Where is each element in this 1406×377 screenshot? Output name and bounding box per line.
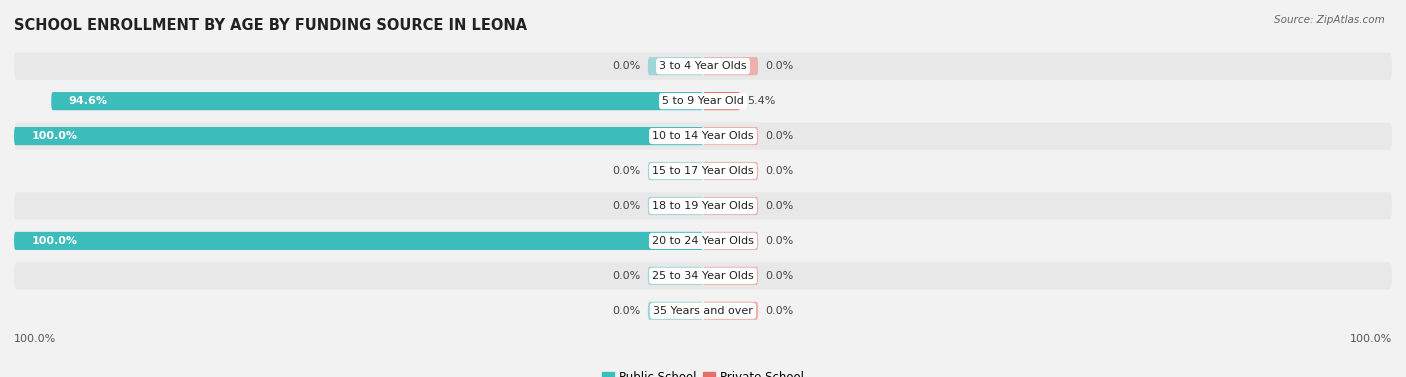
Text: 0.0%: 0.0% xyxy=(765,271,793,281)
Text: 100.0%: 100.0% xyxy=(31,131,77,141)
FancyBboxPatch shape xyxy=(648,267,703,285)
Text: 0.0%: 0.0% xyxy=(613,201,641,211)
Text: 0.0%: 0.0% xyxy=(613,271,641,281)
Text: 20 to 24 Year Olds: 20 to 24 Year Olds xyxy=(652,236,754,246)
Text: 0.0%: 0.0% xyxy=(613,166,641,176)
Text: 0.0%: 0.0% xyxy=(765,131,793,141)
FancyBboxPatch shape xyxy=(703,92,740,110)
FancyBboxPatch shape xyxy=(703,57,758,75)
FancyBboxPatch shape xyxy=(14,87,1392,115)
Text: 0.0%: 0.0% xyxy=(765,166,793,176)
Text: 15 to 17 Year Olds: 15 to 17 Year Olds xyxy=(652,166,754,176)
Text: 0.0%: 0.0% xyxy=(613,61,641,71)
FancyBboxPatch shape xyxy=(14,127,703,145)
FancyBboxPatch shape xyxy=(648,57,703,75)
FancyBboxPatch shape xyxy=(14,297,1392,325)
FancyBboxPatch shape xyxy=(648,162,703,180)
FancyBboxPatch shape xyxy=(703,197,758,215)
Text: 35 Years and over: 35 Years and over xyxy=(652,306,754,316)
Text: 5 to 9 Year Old: 5 to 9 Year Old xyxy=(662,96,744,106)
FancyBboxPatch shape xyxy=(648,302,703,320)
FancyBboxPatch shape xyxy=(14,232,703,250)
Text: 100.0%: 100.0% xyxy=(31,236,77,246)
FancyBboxPatch shape xyxy=(14,262,1392,290)
Text: 0.0%: 0.0% xyxy=(765,236,793,246)
Text: 0.0%: 0.0% xyxy=(765,201,793,211)
Text: SCHOOL ENROLLMENT BY AGE BY FUNDING SOURCE IN LEONA: SCHOOL ENROLLMENT BY AGE BY FUNDING SOUR… xyxy=(14,18,527,33)
FancyBboxPatch shape xyxy=(14,158,1392,185)
Text: 0.0%: 0.0% xyxy=(613,306,641,316)
Text: 100.0%: 100.0% xyxy=(14,334,56,343)
Text: 5.4%: 5.4% xyxy=(747,96,776,106)
Text: 3 to 4 Year Olds: 3 to 4 Year Olds xyxy=(659,61,747,71)
FancyBboxPatch shape xyxy=(648,197,703,215)
Text: 94.6%: 94.6% xyxy=(69,96,107,106)
FancyBboxPatch shape xyxy=(14,123,1392,150)
FancyBboxPatch shape xyxy=(703,232,758,250)
Text: Source: ZipAtlas.com: Source: ZipAtlas.com xyxy=(1274,15,1385,25)
Text: 25 to 34 Year Olds: 25 to 34 Year Olds xyxy=(652,271,754,281)
FancyBboxPatch shape xyxy=(14,52,1392,80)
Legend: Public School, Private School: Public School, Private School xyxy=(598,366,808,377)
FancyBboxPatch shape xyxy=(51,92,703,110)
FancyBboxPatch shape xyxy=(14,227,1392,254)
Text: 10 to 14 Year Olds: 10 to 14 Year Olds xyxy=(652,131,754,141)
Text: 100.0%: 100.0% xyxy=(1350,334,1392,343)
FancyBboxPatch shape xyxy=(703,162,758,180)
FancyBboxPatch shape xyxy=(703,127,758,145)
Text: 0.0%: 0.0% xyxy=(765,61,793,71)
FancyBboxPatch shape xyxy=(14,192,1392,219)
FancyBboxPatch shape xyxy=(703,302,758,320)
Text: 18 to 19 Year Olds: 18 to 19 Year Olds xyxy=(652,201,754,211)
Text: 0.0%: 0.0% xyxy=(765,306,793,316)
FancyBboxPatch shape xyxy=(703,267,758,285)
